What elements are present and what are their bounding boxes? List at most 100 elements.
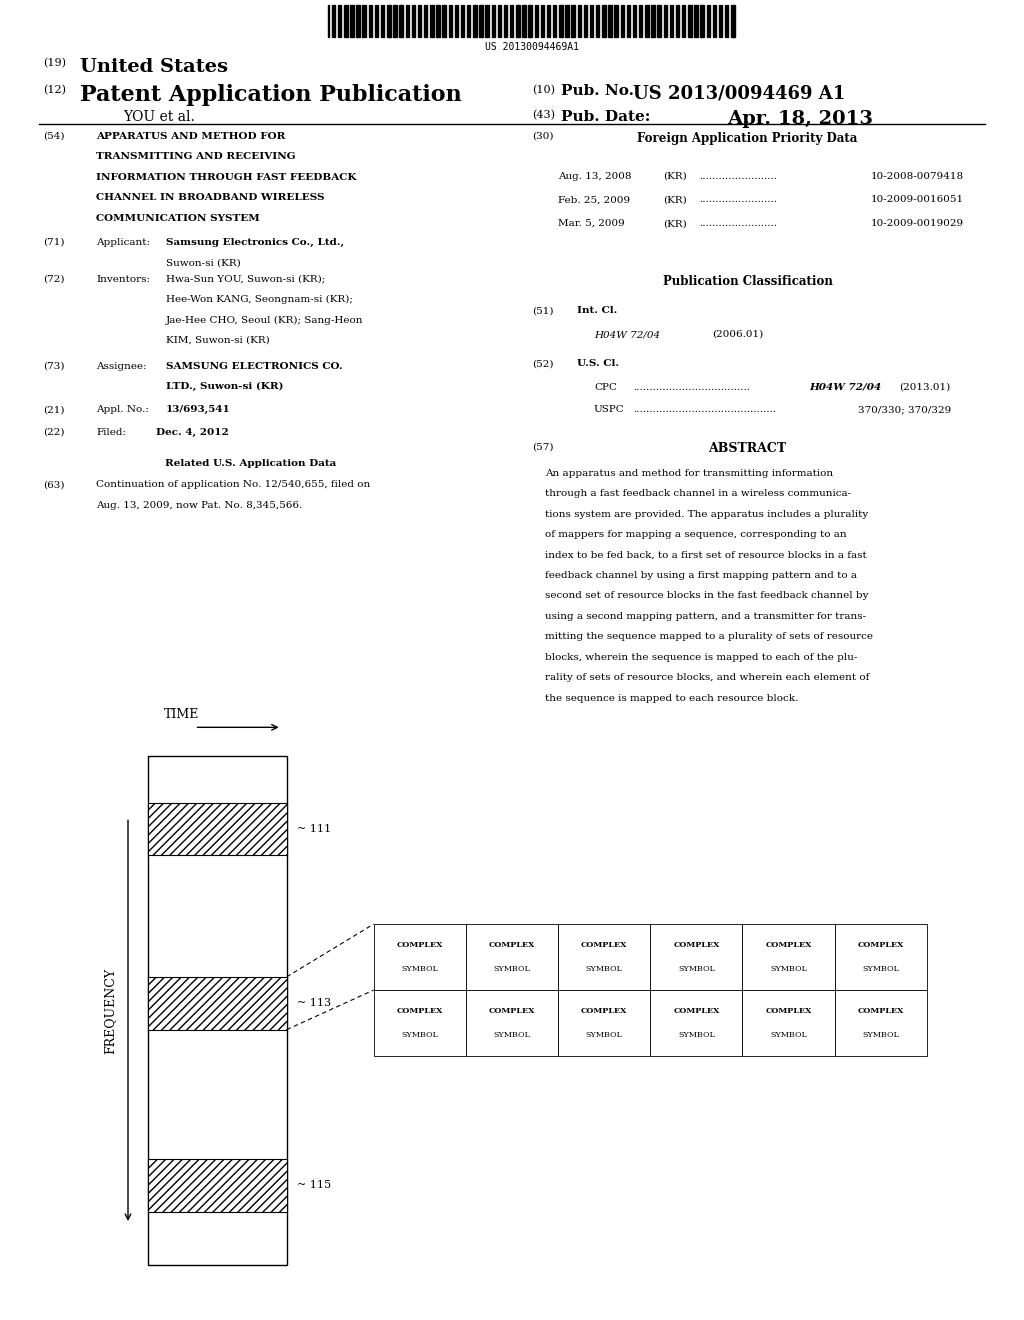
Bar	[436, 5, 437, 37]
Text: Aug. 13, 2009, now Pat. No. 8,345,566.: Aug. 13, 2009, now Pat. No. 8,345,566.	[96, 500, 302, 510]
Text: using a second mapping pattern, and a transmitter for trans-: using a second mapping pattern, and a tr…	[545, 612, 866, 620]
Bar	[148, 756, 287, 1265]
Bar	[733, 5, 734, 37]
Bar	[414, 5, 415, 37]
Bar	[598, 5, 599, 37]
Text: Publication Classification: Publication Classification	[663, 275, 833, 288]
Text: United States: United States	[80, 58, 228, 77]
Bar	[672, 5, 673, 37]
Text: SYMBOL: SYMBOL	[678, 965, 715, 973]
Text: tions system are provided. The apparatus includes a plurality: tions system are provided. The apparatus…	[545, 510, 868, 519]
Bar	[492, 5, 493, 37]
Bar	[650, 990, 742, 1056]
Bar	[399, 5, 400, 37]
Bar	[573, 5, 574, 37]
Bar	[362, 5, 364, 37]
Bar	[444, 5, 445, 37]
Text: ........................: ........................	[699, 195, 777, 205]
Text: SYMBOL: SYMBOL	[586, 1031, 623, 1039]
Text: Filed:: Filed:	[96, 428, 126, 437]
Bar	[694, 5, 695, 37]
Bar	[713, 5, 714, 37]
Text: (63): (63)	[43, 480, 65, 490]
Text: (71): (71)	[43, 238, 65, 247]
Text: (19): (19)	[43, 58, 66, 69]
Text: Suwon-si (KR): Suwon-si (KR)	[166, 259, 241, 267]
Text: An apparatus and method for transmitting information: An apparatus and method for transmitting…	[545, 469, 833, 478]
Bar	[381, 5, 382, 37]
Bar	[473, 5, 474, 37]
Bar	[463, 5, 464, 37]
Bar	[553, 5, 554, 37]
Bar	[475, 5, 476, 37]
Text: COMPLEX: COMPLEX	[673, 1007, 720, 1015]
Bar	[731, 5, 732, 37]
Text: (54): (54)	[43, 132, 65, 141]
Bar	[504, 5, 505, 37]
Bar	[537, 5, 538, 37]
Bar	[635, 5, 636, 37]
Bar	[664, 5, 665, 37]
Text: COMPLEX: COMPLEX	[396, 1007, 443, 1015]
Text: (30): (30)	[532, 132, 554, 141]
Text: Pub. Date:: Pub. Date:	[561, 110, 650, 124]
Text: SYMBOL: SYMBOL	[401, 1031, 438, 1039]
Bar	[346, 5, 347, 37]
Bar	[393, 5, 394, 37]
Bar	[707, 5, 708, 37]
Text: SYMBOL: SYMBOL	[862, 1031, 899, 1039]
Text: Applicant:: Applicant:	[96, 238, 151, 247]
Text: SYMBOL: SYMBOL	[494, 1031, 530, 1039]
Text: through a fast feedback channel in a wireless communica-: through a fast feedback channel in a wir…	[545, 488, 851, 498]
Bar	[627, 5, 628, 37]
Text: FREQUENCY: FREQUENCY	[103, 968, 116, 1053]
Text: COMPLEX: COMPLEX	[488, 1007, 536, 1015]
Text: (22): (22)	[43, 428, 65, 437]
Bar	[727, 5, 728, 37]
Bar	[690, 5, 691, 37]
Bar	[565, 5, 566, 37]
Bar	[469, 5, 470, 37]
Bar	[647, 5, 648, 37]
Text: KIM, Suwon-si (KR): KIM, Suwon-si (KR)	[166, 335, 269, 345]
Text: the sequence is mapped to each resource block.: the sequence is mapped to each resource …	[545, 694, 798, 702]
Text: ~ 115: ~ 115	[297, 1180, 331, 1191]
Text: 10-2009-0019029: 10-2009-0019029	[870, 219, 964, 228]
Text: Hwa-Sun YOU, Suwon-si (KR);: Hwa-Sun YOU, Suwon-si (KR);	[166, 275, 326, 284]
Bar	[561, 5, 562, 37]
Text: COMPLEX: COMPLEX	[581, 1007, 628, 1015]
Text: H04W 72/04: H04W 72/04	[809, 383, 882, 392]
Bar	[616, 5, 617, 37]
Bar	[633, 5, 634, 37]
Bar	[466, 924, 558, 990]
Text: TIME: TIME	[164, 708, 200, 721]
Text: CPC: CPC	[594, 383, 616, 392]
Bar	[516, 5, 517, 37]
Bar	[451, 5, 452, 37]
Bar	[500, 5, 501, 37]
Bar	[549, 5, 550, 37]
Bar	[479, 5, 480, 37]
Bar	[371, 5, 372, 37]
Text: SYMBOL: SYMBOL	[862, 965, 899, 973]
Text: COMPLEX: COMPLEX	[673, 941, 720, 949]
Text: ~ 111: ~ 111	[297, 824, 331, 834]
Bar	[559, 5, 560, 37]
Bar	[650, 924, 742, 990]
Bar	[344, 5, 345, 37]
Text: blocks, wherein the sequence is mapped to each of the plu-: blocks, wherein the sequence is mapped t…	[545, 652, 857, 661]
Bar	[408, 5, 409, 37]
Text: (72): (72)	[43, 275, 65, 284]
Text: Feb. 25, 2009: Feb. 25, 2009	[558, 195, 630, 205]
Text: COMPLEX: COMPLEX	[857, 941, 904, 949]
Text: 370/330; 370/329: 370/330; 370/329	[858, 405, 951, 414]
Bar	[608, 5, 609, 37]
Bar	[715, 5, 716, 37]
Text: index to be fed back, to a first set of resource blocks in a fast: index to be fed back, to a first set of …	[545, 550, 866, 560]
Text: 10-2009-0016051: 10-2009-0016051	[870, 195, 964, 205]
Text: Samsung Electronics Co., Ltd.,: Samsung Electronics Co., Ltd.,	[166, 238, 344, 247]
Text: SYMBOL: SYMBOL	[770, 965, 807, 973]
Bar	[676, 5, 677, 37]
Text: Related U.S. Application Data: Related U.S. Application Data	[165, 459, 337, 469]
Bar	[148, 1159, 287, 1212]
